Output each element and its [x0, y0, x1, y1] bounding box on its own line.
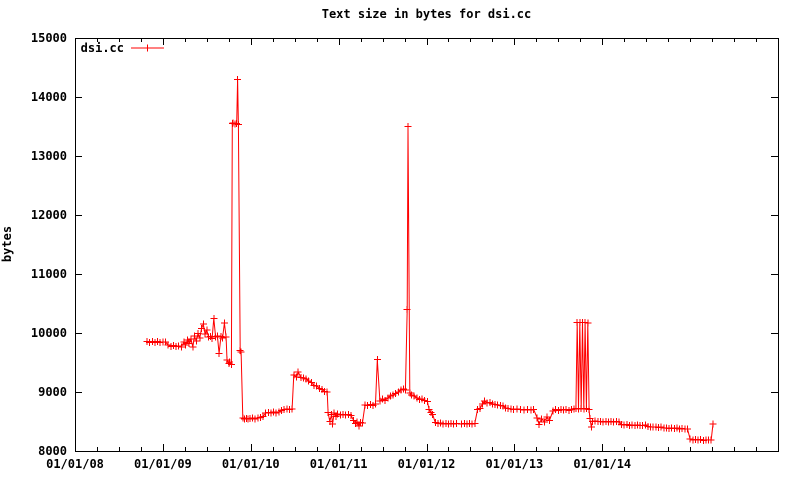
axis-ticks	[75, 38, 778, 452]
legend-sample-line	[131, 44, 164, 52]
y-tick-label: 8000	[38, 444, 67, 458]
y-tick-label: 9000	[38, 385, 67, 399]
x-tick-label: 01/01/10	[221, 457, 280, 471]
x-tick-label: 01/01/14	[573, 457, 632, 471]
series-markers	[143, 76, 717, 444]
plot-border	[75, 38, 779, 452]
y-tick-label: 11000	[30, 267, 67, 281]
x-tick-label: 01/01/09	[133, 457, 192, 471]
x-tick-label: 01/01/08	[46, 457, 104, 471]
series-line	[146, 79, 714, 441]
y-tick-label: 14000	[30, 90, 67, 104]
x-tick-label: 01/01/12	[397, 457, 456, 471]
y-tick-label: 12000	[30, 208, 67, 222]
x-tick-label: 01/01/13	[485, 457, 544, 471]
legend-label: dsi.cc	[80, 41, 124, 55]
y-tick-label: 10000	[30, 326, 67, 340]
chart-title: Text size in bytes for dsi.cc	[321, 7, 532, 21]
y-tick-label: 15000	[30, 31, 67, 45]
x-tick-label: 01/01/11	[309, 457, 368, 471]
y-tick-label: 13000	[30, 149, 67, 163]
